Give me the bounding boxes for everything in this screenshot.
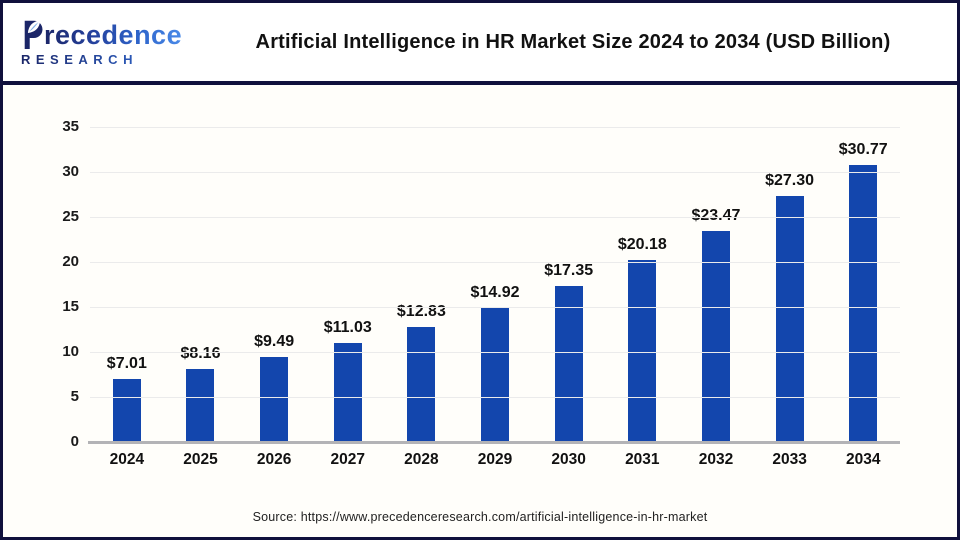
bar: [849, 165, 878, 442]
header-separator: [3, 81, 957, 85]
bar-value-label: $9.49: [254, 332, 295, 350]
x-tick-label: 2031: [625, 451, 660, 468]
gridline: [90, 217, 900, 218]
gridline: [90, 262, 900, 263]
y-tick-label: 25: [62, 208, 79, 225]
bar-value-label: $30.77: [838, 141, 888, 159]
chart-area: $7.01 $8.16 $9.49 $11.03 $12.83 $14.92 $17.35 $…: [3, 85, 957, 537]
logo-wordmark: recedence: [21, 18, 211, 49]
x-tick-label: 2030: [551, 451, 586, 468]
gridline: [90, 352, 900, 353]
page-title: Artificial Intelligence in HR Market Siz…: [255, 30, 891, 53]
bar-value-label: $23.47: [691, 206, 741, 224]
y-tick-label: 30: [62, 163, 79, 180]
x-tick-label: 2025: [183, 451, 218, 468]
gridline: [90, 127, 900, 128]
precedence-research-logo: recedence RESEARCH: [21, 18, 211, 66]
x-tick-label: 2027: [330, 451, 365, 468]
title-container: Artificial Intelligence in HR Market Siz…: [211, 31, 935, 54]
y-tick-label: 10: [62, 343, 79, 360]
y-tick-label: 15: [62, 298, 79, 315]
bar-group: $30.77: [826, 127, 900, 442]
x-tick-label: 2029: [477, 451, 513, 468]
bar: [112, 378, 141, 442]
bars-row: $7.01 $8.16 $9.49 $11.03 $12.83 $14.92 $17.35 $…: [90, 127, 900, 442]
bar: [701, 230, 730, 442]
logo-leaf-p-icon: [24, 20, 43, 49]
bar-value-label: $7.01: [106, 354, 147, 372]
x-tick-label: 2034: [845, 451, 881, 468]
bar-group: $8.16: [164, 127, 238, 442]
y-tick-label: 5: [70, 388, 79, 405]
bar-value-label: $14.92: [470, 283, 520, 301]
plot-area: $7.01 $8.16 $9.49 $11.03 $12.83 $14.92 $17.35 $…: [88, 127, 900, 444]
gridline: [90, 172, 900, 173]
bar-group: $14.92: [458, 127, 532, 442]
bar-group: $12.83: [385, 127, 459, 442]
logo-text-research: RESEARCH: [21, 53, 211, 66]
bar: [407, 326, 436, 442]
x-tick-label: 2026: [256, 451, 292, 468]
x-axis-baseline: [88, 441, 900, 444]
bar: [628, 260, 657, 442]
bar-value-label: $8.16: [180, 344, 221, 362]
bar: [260, 356, 289, 442]
logo-text-precedence: recedence: [44, 20, 183, 50]
source-caption: Source: https://www.precedenceresearch.c…: [252, 510, 708, 524]
bar: [333, 342, 362, 442]
x-tick-label: 2028: [404, 451, 439, 468]
bar-group: $9.49: [237, 127, 311, 442]
bar-group: $17.35: [532, 127, 606, 442]
y-tick-label: 0: [70, 433, 79, 450]
bar-value-label: $17.35: [544, 261, 594, 279]
gridline: [90, 307, 900, 308]
x-tick-label: 2024: [109, 451, 145, 468]
bar-group: $11.03: [311, 127, 385, 442]
bar: [481, 307, 510, 442]
x-tick-label: 2032: [698, 451, 734, 468]
y-tick-label: 35: [62, 118, 79, 135]
y-tick-label: 20: [62, 253, 79, 270]
x-axis-labels: 2024 2025 2026 2027 2028 2029 2030 2031 2032 2033…: [90, 451, 900, 469]
bar-value-label: $20.18: [617, 236, 667, 254]
bar-value-label: $27.30: [765, 172, 815, 190]
gridline: [90, 397, 900, 398]
bar-group: $20.18: [605, 127, 679, 442]
bar: [554, 285, 583, 442]
bar-group: $23.47: [679, 127, 753, 442]
bar: [186, 368, 215, 442]
bar-group: $27.30: [753, 127, 827, 442]
bar-value-label: $11.03: [323, 318, 372, 336]
bar-value-label: $12.83: [396, 302, 446, 320]
header: recedence RESEARCH Artificial Intelligen…: [3, 3, 957, 81]
x-tick-label: 2033: [772, 451, 807, 468]
bar: [775, 196, 804, 442]
bar-group: $7.01: [90, 127, 164, 442]
